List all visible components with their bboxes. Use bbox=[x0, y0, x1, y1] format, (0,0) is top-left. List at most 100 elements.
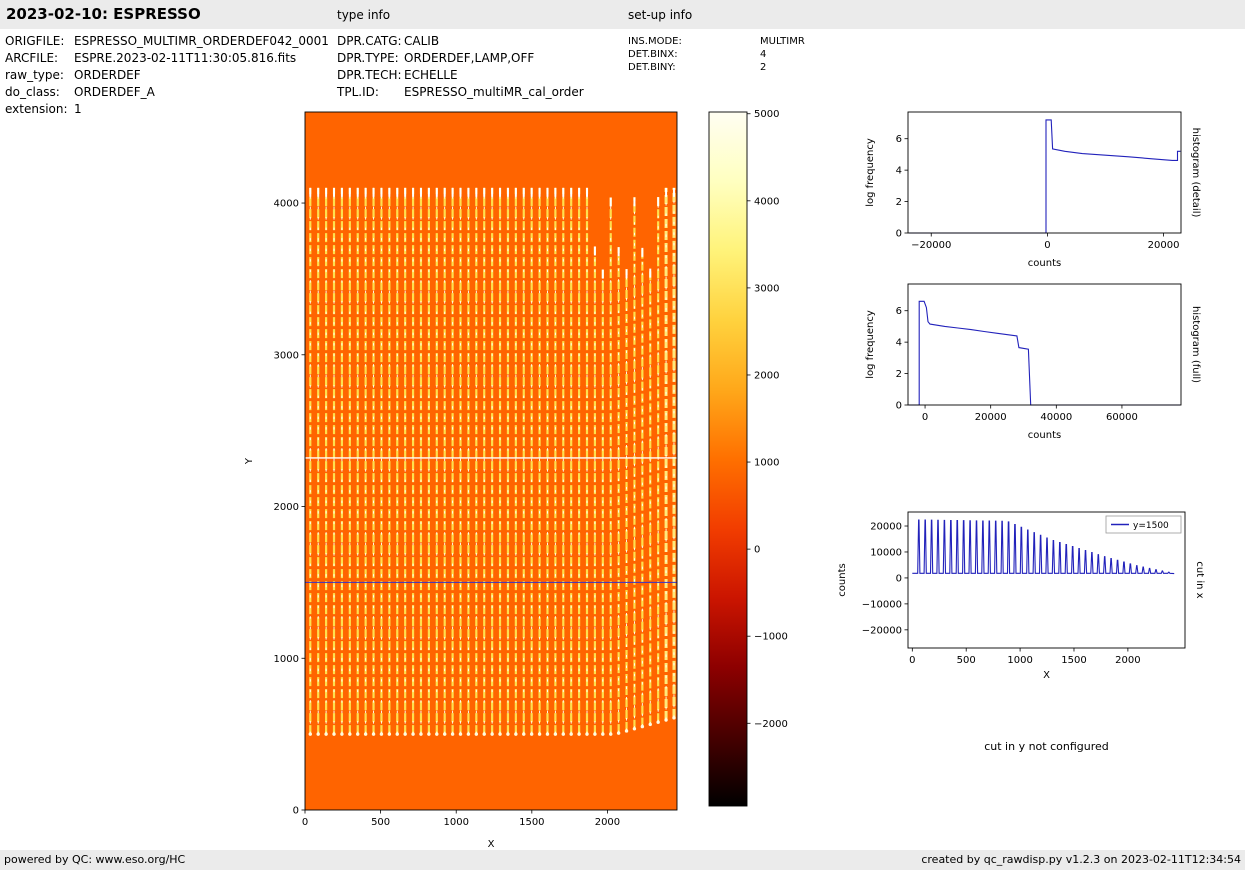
svg-text:−10000: −10000 bbox=[862, 599, 902, 610]
svg-text:1500: 1500 bbox=[519, 817, 544, 828]
svg-text:−20000: −20000 bbox=[911, 240, 951, 251]
svg-text:log frequency: log frequency bbox=[865, 310, 876, 379]
origfile-label: ORIGFILE: bbox=[5, 34, 65, 48]
svg-text:0: 0 bbox=[896, 401, 902, 412]
dpr-catg-row: DPR.CATG: CALIB bbox=[337, 33, 627, 50]
footer-powered-by: powered by QC: www.eso.org/HC bbox=[4, 853, 186, 866]
svg-text:histogram (full): histogram (full) bbox=[1190, 306, 1201, 383]
svg-text:3000: 3000 bbox=[754, 283, 779, 294]
ins-mode-value: MULTIMR bbox=[760, 36, 805, 47]
svg-text:log frequency: log frequency bbox=[865, 138, 876, 207]
histogram-full-line bbox=[908, 300, 1181, 406]
svg-text:1000: 1000 bbox=[274, 654, 299, 665]
svg-text:0: 0 bbox=[922, 412, 928, 423]
svg-text:4000: 4000 bbox=[274, 199, 299, 210]
svg-text:0: 0 bbox=[1044, 240, 1050, 251]
svg-text:2000: 2000 bbox=[754, 370, 779, 381]
dpr-type-label: DPR.TYPE: bbox=[337, 51, 399, 65]
tpl-id-label: TPL.ID: bbox=[337, 85, 379, 99]
svg-text:−1000: −1000 bbox=[754, 632, 788, 643]
svg-text:1500: 1500 bbox=[1061, 655, 1086, 666]
svg-text:0: 0 bbox=[754, 545, 760, 556]
cut-in-x-line bbox=[912, 519, 1175, 575]
svg-text:6: 6 bbox=[896, 134, 902, 145]
svg-text:4000: 4000 bbox=[754, 196, 779, 207]
svg-text:6: 6 bbox=[896, 306, 902, 317]
histogram-detail-plot: −20000 0 20000 0 2 4 6 counts log frequency histo… bbox=[865, 111, 1201, 269]
raw-type-label: raw_type: bbox=[5, 68, 64, 82]
ins-mode-label: INS.MODE: bbox=[628, 36, 682, 47]
dpr-type-value: ORDERDEF,LAMP,OFF bbox=[404, 51, 535, 65]
type-info-block: DPR.CATG: CALIB DPR.TYPE: ORDERDEF,LAMP,OFF… bbox=[337, 33, 627, 101]
svg-text:2000: 2000 bbox=[274, 502, 299, 513]
svg-text:Y: Y bbox=[244, 457, 255, 465]
do-class-value: ORDERDEF_A bbox=[74, 85, 155, 99]
dpr-tech-value: ECHELLE bbox=[404, 68, 458, 82]
dpr-tech-label: DPR.TECH: bbox=[337, 68, 402, 82]
footer-bar: powered by QC: www.eso.org/HC created by… bbox=[0, 850, 1245, 870]
svg-text:−2000: −2000 bbox=[754, 719, 788, 730]
tpl-id-row: TPL.ID: ESPRESSO_multiMR_cal_order bbox=[337, 84, 627, 101]
extension-row: extension: 1 bbox=[5, 101, 335, 118]
file-info-block: ORIGFILE: ESPRESSO_MULTIMR_ORDERDEF042_00… bbox=[5, 33, 335, 118]
svg-text:counts: counts bbox=[1028, 430, 1061, 441]
svg-text:counts: counts bbox=[1028, 258, 1061, 269]
page-title: 2023-02-10: ESPRESSO bbox=[6, 5, 201, 23]
svg-text:1000: 1000 bbox=[754, 458, 779, 469]
setup-info-heading: set-up info bbox=[628, 8, 693, 22]
svg-text:−20000: −20000 bbox=[862, 625, 902, 636]
svg-text:20000: 20000 bbox=[975, 412, 1007, 423]
svg-text:1000: 1000 bbox=[443, 817, 468, 828]
cut-in-x-plot: 0 500 1000 1500 2000 −20000 −10000 0 10000 20000 X… bbox=[837, 511, 1205, 681]
ins-mode-row: INS.MODE: MULTIMR bbox=[628, 35, 908, 48]
cut-x-legend: y=1500 bbox=[1105, 515, 1182, 534]
svg-text:40000: 40000 bbox=[1040, 412, 1072, 423]
svg-text:2: 2 bbox=[896, 369, 902, 380]
svg-text:X: X bbox=[488, 839, 495, 850]
svg-text:histogram (detail): histogram (detail) bbox=[1190, 128, 1201, 218]
det-binx-label: DET.BINX: bbox=[628, 49, 678, 60]
svg-text:2000: 2000 bbox=[595, 817, 620, 828]
origfile-value: ESPRESSO_MULTIMR_ORDERDEF042_0001 bbox=[74, 34, 329, 48]
tpl-id-value: ESPRESSO_multiMR_cal_order bbox=[404, 85, 584, 99]
svg-text:0: 0 bbox=[909, 655, 915, 666]
header-bar: 2023-02-10: ESPRESSO type info set-up in… bbox=[0, 0, 1245, 29]
svg-text:cut in x: cut in x bbox=[1194, 561, 1205, 598]
svg-text:5000: 5000 bbox=[754, 109, 779, 120]
svg-text:counts: counts bbox=[837, 563, 848, 596]
do-class-label: do_class: bbox=[5, 85, 60, 99]
setup-info-block: INS.MODE: MULTIMR DET.BINX: 4 DET.BINY: 2 bbox=[628, 35, 908, 74]
extension-value: 1 bbox=[74, 102, 82, 116]
svg-text:0: 0 bbox=[896, 229, 902, 240]
raw-type-row: raw_type: ORDERDEF bbox=[5, 67, 335, 84]
histogram-full-plot: 0 20000 40000 60000 0 2 4 6 counts log frequency h… bbox=[865, 283, 1201, 441]
raw-type-value: ORDERDEF bbox=[74, 68, 141, 82]
svg-text:X: X bbox=[1043, 670, 1050, 681]
svg-text:500: 500 bbox=[371, 817, 390, 828]
det-biny-row: DET.BINY: 2 bbox=[628, 61, 908, 74]
histogram-detail-line bbox=[909, 119, 1181, 234]
svg-text:500: 500 bbox=[957, 655, 976, 666]
extension-label: extension: bbox=[5, 102, 68, 116]
dpr-tech-row: DPR.TECH: ECHELLE bbox=[337, 67, 627, 84]
det-biny-label: DET.BINY: bbox=[628, 62, 676, 73]
svg-text:4: 4 bbox=[896, 338, 902, 349]
cut-in-y-note: cut in y not configured bbox=[984, 740, 1109, 753]
echelle-order-stripes bbox=[308, 187, 676, 736]
origfile-row: ORIGFILE: ESPRESSO_MULTIMR_ORDERDEF042_00… bbox=[5, 33, 335, 50]
svg-text:y=1500: y=1500 bbox=[1133, 521, 1169, 531]
svg-text:20000: 20000 bbox=[870, 522, 902, 533]
svg-text:3000: 3000 bbox=[274, 350, 299, 361]
svg-text:1000: 1000 bbox=[1007, 655, 1032, 666]
dpr-catg-label: DPR.CATG: bbox=[337, 34, 402, 48]
svg-text:60000: 60000 bbox=[1106, 412, 1138, 423]
arcfile-row: ARCFILE: ESPRE.2023-02-11T11:30:05.816.fi… bbox=[5, 50, 335, 67]
dpr-type-row: DPR.TYPE: ORDERDEF,LAMP,OFF bbox=[337, 50, 627, 67]
type-info-heading: type info bbox=[337, 8, 391, 22]
det-biny-value: 2 bbox=[760, 62, 767, 73]
det-binx-value: 4 bbox=[760, 49, 767, 60]
svg-text:2000: 2000 bbox=[1115, 655, 1140, 666]
svg-text:0: 0 bbox=[293, 806, 299, 817]
dpr-catg-value: CALIB bbox=[404, 34, 440, 48]
